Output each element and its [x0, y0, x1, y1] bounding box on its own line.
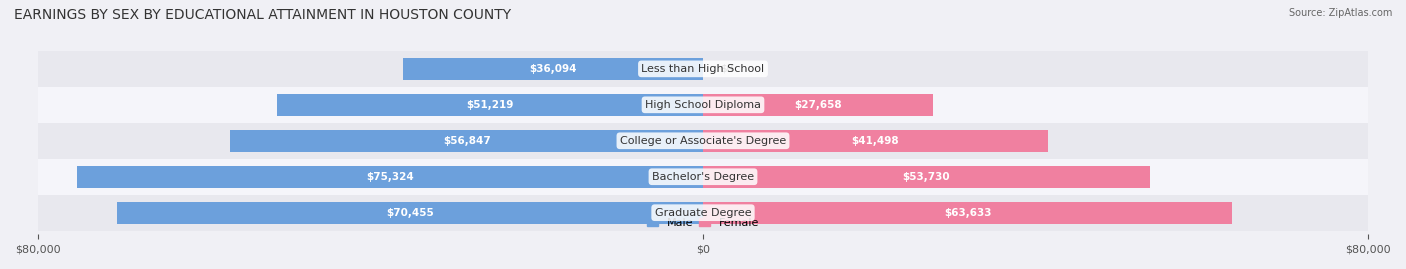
Text: Bachelor's Degree: Bachelor's Degree	[652, 172, 754, 182]
Text: EARNINGS BY SEX BY EDUCATIONAL ATTAINMENT IN HOUSTON COUNTY: EARNINGS BY SEX BY EDUCATIONAL ATTAINMEN…	[14, 8, 512, 22]
Bar	[231, 130, 703, 152]
Text: $75,324: $75,324	[366, 172, 413, 182]
Bar	[703, 201, 1232, 224]
Bar	[38, 123, 1368, 159]
Bar	[38, 51, 1368, 87]
Bar	[277, 94, 703, 116]
Text: $56,847: $56,847	[443, 136, 491, 146]
Bar	[38, 159, 1368, 195]
Text: Graduate Degree: Graduate Degree	[655, 208, 751, 218]
Text: College or Associate's Degree: College or Associate's Degree	[620, 136, 786, 146]
Text: High School Diploma: High School Diploma	[645, 100, 761, 110]
Text: $36,094: $36,094	[529, 64, 576, 74]
Text: $41,498: $41,498	[852, 136, 900, 146]
Bar	[703, 130, 1047, 152]
Bar	[38, 195, 1368, 231]
Legend: Male, Female: Male, Female	[643, 214, 763, 232]
Bar	[404, 58, 703, 80]
Bar	[703, 166, 1150, 188]
Text: Source: ZipAtlas.com: Source: ZipAtlas.com	[1288, 8, 1392, 18]
Text: $0: $0	[720, 64, 733, 74]
Text: $53,730: $53,730	[903, 172, 950, 182]
Bar	[703, 94, 934, 116]
Bar	[38, 87, 1368, 123]
Text: $51,219: $51,219	[467, 100, 513, 110]
Text: Less than High School: Less than High School	[641, 64, 765, 74]
Bar	[117, 201, 703, 224]
Text: $27,658: $27,658	[794, 100, 842, 110]
Text: $70,455: $70,455	[387, 208, 434, 218]
Text: $63,633: $63,633	[943, 208, 991, 218]
Bar	[77, 166, 703, 188]
